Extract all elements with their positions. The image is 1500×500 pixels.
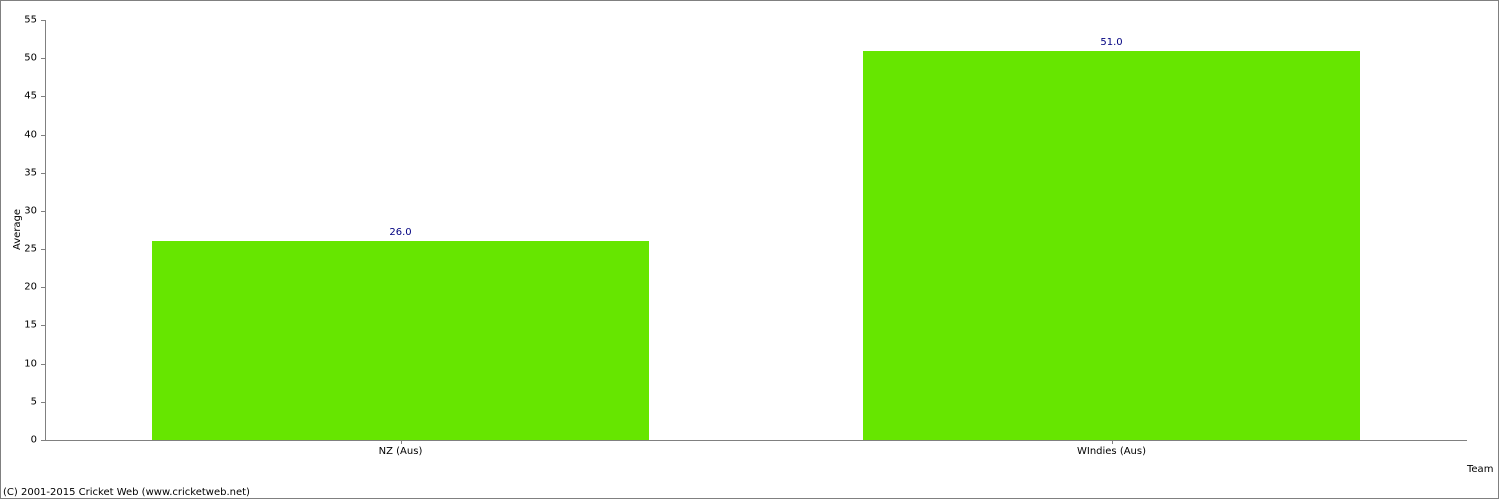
y-tick-label: 35	[0, 167, 37, 178]
y-tick	[41, 364, 45, 365]
y-tick	[41, 58, 45, 59]
y-tick	[41, 211, 45, 212]
y-tick-label: 50	[0, 53, 37, 64]
y-tick	[41, 96, 45, 97]
y-axis-line	[45, 20, 46, 440]
y-tick-label: 0	[0, 435, 37, 446]
y-tick	[41, 20, 45, 21]
y-tick-label: 10	[0, 358, 37, 369]
y-tick-label: 5	[0, 396, 37, 407]
y-tick-label: 45	[0, 91, 37, 102]
y-tick	[41, 173, 45, 174]
bar-value-label: 51.0	[1100, 37, 1122, 48]
y-tick-label: 25	[0, 244, 37, 255]
y-tick	[41, 440, 45, 441]
bar-value-label: 26.0	[389, 227, 411, 238]
bar	[863, 51, 1361, 440]
copyright-text: (C) 2001-2015 Cricket Web (www.cricketwe…	[3, 487, 250, 498]
x-axis-line	[45, 440, 1467, 441]
y-tick	[41, 287, 45, 288]
x-tick-label: WIndies (Aus)	[1077, 446, 1146, 457]
y-tick-label: 20	[0, 282, 37, 293]
x-tick	[1112, 440, 1113, 444]
y-tick	[41, 402, 45, 403]
y-tick	[41, 135, 45, 136]
x-tick	[401, 440, 402, 444]
bar	[152, 241, 650, 440]
y-tick	[41, 249, 45, 250]
y-tick-label: 40	[0, 129, 37, 140]
x-tick-label: NZ (Aus)	[379, 446, 423, 457]
y-tick-label: 55	[0, 15, 37, 26]
y-tick	[41, 325, 45, 326]
x-axis-title: Team	[1467, 464, 1493, 475]
y-tick-label: 15	[0, 320, 37, 331]
y-tick-label: 30	[0, 205, 37, 216]
